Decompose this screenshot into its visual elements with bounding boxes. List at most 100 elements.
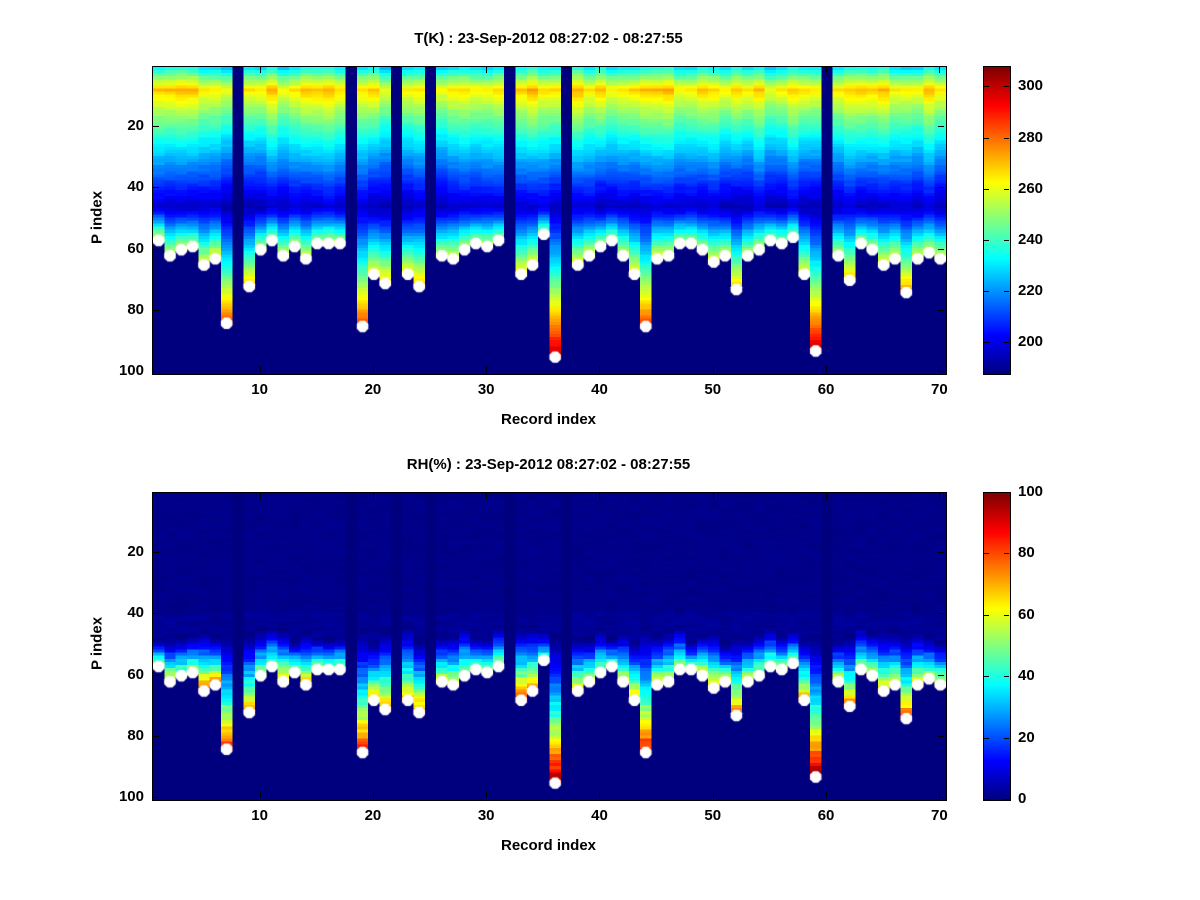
colorbar-tick-mark — [984, 189, 989, 190]
xtick-mark — [486, 67, 487, 73]
colorbar-tick-mark — [984, 138, 989, 139]
colorbar-tick-label: 200 — [1018, 333, 1044, 351]
ytick-mark — [153, 310, 159, 311]
yaxis-label-relative-humidity: P index — [88, 616, 106, 671]
axes-temperature — [152, 66, 947, 375]
ytick-mark — [938, 126, 944, 127]
xtick-label: 70 — [930, 381, 948, 398]
xtick-mark — [486, 493, 487, 499]
xtick-mark — [373, 493, 374, 499]
ytick-label: 60 — [127, 239, 144, 257]
ytick-label: 20 — [127, 542, 144, 560]
colorbar-tick-mark — [984, 553, 989, 554]
xtick-label: 10 — [251, 807, 268, 824]
ytick-mark — [938, 249, 944, 250]
xtick-mark — [826, 792, 827, 798]
colorbar-tick-mark — [1004, 86, 1009, 87]
colorbar-tick-label: 80 — [1018, 544, 1035, 562]
panel-title-relative-humidity: RH(%) : 23-Sep-2012 08:27:02 - 08:27:55 — [406, 456, 691, 473]
panel-title-temperature: T(K) : 23-Sep-2012 08:27:02 - 08:27:55 — [414, 30, 683, 47]
colorbar-tick-label: 40 — [1018, 667, 1035, 685]
xtick-label: 40 — [591, 807, 608, 824]
colorbar-temperature — [983, 66, 1011, 375]
xtick-mark — [260, 792, 261, 798]
ytick-mark — [938, 613, 944, 614]
colorbar-tick-mark — [1004, 553, 1009, 554]
xtick-mark — [939, 67, 940, 73]
xtick-label: 50 — [704, 807, 722, 824]
xtick-mark — [713, 792, 714, 798]
colorbar-tick-label: 100 — [1018, 483, 1044, 500]
xtick-mark — [260, 493, 261, 499]
xtick-label: 20 — [364, 381, 382, 398]
xtick-mark — [373, 67, 374, 73]
colorbar-tick-mark — [1004, 615, 1009, 616]
ytick-mark — [938, 552, 944, 553]
ytick-mark — [153, 552, 159, 553]
colorbar-tick-mark — [984, 291, 989, 292]
xtick-mark — [260, 366, 261, 372]
yaxis-label-temperature: P index — [88, 190, 106, 245]
xtick-mark — [599, 67, 600, 73]
xtick-label: 60 — [817, 807, 835, 824]
ytick-mark — [938, 736, 944, 737]
xtick-mark — [599, 493, 600, 499]
ytick-mark — [153, 675, 159, 676]
xtick-mark — [713, 493, 714, 499]
colorbar-tick-label: 20 — [1018, 728, 1035, 746]
xtick-mark — [373, 366, 374, 372]
xtick-mark — [713, 366, 714, 372]
xtick-label: 30 — [477, 807, 495, 824]
ytick-label: 40 — [127, 178, 144, 196]
axes-relative-humidity — [152, 492, 947, 801]
colorbar-tick-mark — [1004, 240, 1009, 241]
colorbar-tick-mark — [984, 86, 989, 87]
xtick-mark — [599, 792, 600, 798]
xaxis-label-temperature: Record index — [500, 411, 597, 428]
colorbar-tick-mark — [984, 799, 989, 800]
colorbar-tick-label: 280 — [1018, 128, 1044, 146]
xtick-label: 30 — [477, 381, 495, 398]
colorbar-gradient-relative-humidity — [984, 493, 1010, 800]
ytick-mark — [938, 675, 944, 676]
xtick-mark — [599, 366, 600, 372]
ytick-mark — [153, 371, 159, 372]
ytick-mark — [938, 310, 944, 311]
colorbar-tick-label: 0 — [1018, 790, 1027, 807]
colorbar-tick-mark — [984, 342, 989, 343]
xtick-mark — [939, 493, 940, 499]
colorbar-tick-label: 60 — [1018, 605, 1035, 623]
ytick-label: 60 — [127, 665, 144, 683]
ytick-mark — [938, 797, 944, 798]
colorbar-tick-mark — [1004, 799, 1009, 800]
colorbar-tick-label: 220 — [1018, 282, 1044, 300]
ytick-mark — [153, 736, 159, 737]
ytick-mark — [938, 187, 944, 188]
colorbar-tick-mark — [984, 615, 989, 616]
ytick-mark — [153, 249, 159, 250]
colorbar-tick-mark — [1004, 189, 1009, 190]
xtick-mark — [939, 792, 940, 798]
ytick-label: 80 — [127, 727, 144, 745]
ytick-mark — [153, 613, 159, 614]
xtick-label: 40 — [591, 381, 608, 398]
xtick-mark — [713, 67, 714, 73]
ytick-label: 40 — [127, 604, 144, 622]
colorbar-tick-mark — [984, 676, 989, 677]
xtick-label: 20 — [364, 807, 382, 824]
colorbar-tick-mark — [984, 492, 989, 493]
xtick-mark — [826, 67, 827, 73]
colorbar-gradient-temperature — [984, 67, 1010, 374]
xtick-label: 10 — [251, 381, 268, 398]
xaxis-label-relative-humidity: Record index — [500, 837, 597, 854]
xtick-mark — [826, 366, 827, 372]
ytick-label: 20 — [127, 116, 144, 134]
ytick-mark — [153, 797, 159, 798]
colorbar-tick-label: 260 — [1018, 179, 1044, 197]
ytick-label: 100 — [118, 362, 144, 380]
colorbar-tick-mark — [1004, 676, 1009, 677]
ytick-label: 80 — [127, 301, 144, 319]
ytick-mark — [153, 126, 159, 127]
colorbar-tick-mark — [984, 738, 989, 739]
